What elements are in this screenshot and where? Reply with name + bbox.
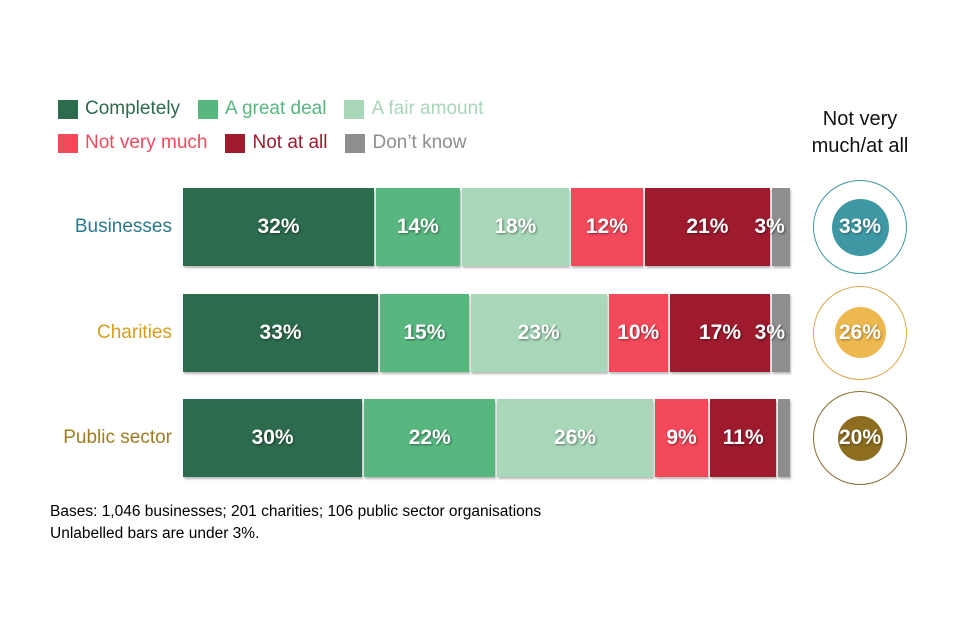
legend-item: Completely (58, 98, 180, 120)
bar-segment: 18% (461, 188, 570, 266)
bar-segment: 3% (755, 293, 790, 372)
legend-item: Not at all (225, 132, 327, 154)
legend-label: Completely (85, 98, 181, 119)
note-bases: Bases: 1,046 businesses; 201 charities; … (50, 503, 542, 520)
category-label: Charities (97, 321, 172, 343)
bar-segment: 33% (183, 293, 379, 372)
bar-segment-label: 9% (666, 426, 697, 449)
bar-segment-label: 11% (722, 426, 764, 449)
bar-segment: 30% (183, 399, 363, 477)
bar-segment: 3% (754, 188, 790, 266)
stacked-bar: 33% 15% 23% 10% 17% 3% (183, 293, 790, 372)
bar-segment: 15% (380, 293, 469, 372)
legend-label: Not very much (85, 132, 208, 153)
bar-segment-label: 15% (403, 320, 446, 344)
bar-segment-label: 14% (396, 215, 439, 238)
legend-item: Don’t know (345, 132, 466, 154)
bar-row: Businesses 32% 14% 18% 12% 21% 3% 33% (0, 180, 960, 274)
legend-item: A great deal (198, 98, 326, 120)
circle-value: 33% (831, 198, 889, 256)
bar-segment-label: 32% (257, 215, 300, 238)
bar-segment (778, 399, 790, 477)
bar-segment-label: 26% (554, 426, 597, 449)
legend-label: A fair amount (371, 98, 484, 119)
category-label: Public sector (63, 427, 172, 448)
circle-ring: 20% (813, 391, 907, 485)
bar-segment: 14% (376, 188, 460, 266)
circle-column-title: Not very much/at all (811, 108, 909, 157)
note-unlabelled: Unlabelled bars are under 3%. (50, 525, 260, 542)
circle-ring: 33% (813, 180, 907, 274)
legend-item: A fair amount (344, 98, 483, 120)
bar-segment-label: 30% (251, 426, 294, 449)
chart-notes: Bases: 1,046 businesses; 201 charities; … (50, 501, 541, 545)
circle-value: 26% (834, 307, 886, 358)
legend-label: Don’t know (372, 132, 467, 153)
bar-segment-label: 17% (699, 320, 742, 344)
legend-swatch-icon (344, 99, 365, 119)
bar-segment-label: 22% (408, 426, 451, 449)
bar-segment: 22% (364, 399, 496, 477)
legend: Completely A great deal A fair amount Not v… (58, 98, 548, 154)
circle-value: 20% (837, 415, 883, 461)
bar-segment: 23% (470, 293, 607, 372)
bar-segment-label: 18% (494, 215, 537, 238)
legend-swatch-icon (198, 99, 219, 119)
bar-row: Public sector 30% 22% 26% 9% 11% 20% (0, 391, 960, 485)
bar-segment: 11% (710, 399, 777, 477)
bar-segment-label: 23% (517, 320, 560, 344)
bar-segment: 26% (497, 399, 653, 477)
legend-label: Not at all (252, 132, 328, 153)
bar-segment-label: 33% (259, 320, 302, 344)
stacked-bar: 32% 14% 18% 12% 21% 3% (183, 188, 790, 266)
bar-segment-label: 10% (617, 320, 660, 344)
bar-segment: 12% (571, 188, 643, 266)
stacked-bar: 30% 22% 26% 9% 11% (183, 399, 790, 477)
bar-segment: 32% (183, 188, 375, 266)
bar-row: Charities 33% 15% 23% 10% 17% 3% 26% (0, 285, 960, 380)
legend-item: Not very much (58, 132, 207, 154)
legend-swatch-icon (58, 133, 78, 153)
legend-swatch-icon (345, 133, 366, 153)
bar-segment: 9% (654, 399, 709, 477)
circle-ring: 26% (813, 285, 907, 380)
legend-swatch-icon (58, 99, 78, 119)
bar-segment-label: 3% (754, 215, 785, 238)
legend-label: A great deal (225, 98, 327, 119)
bar-segment-label: 21% (686, 215, 729, 238)
bar-segment-label: 12% (585, 215, 628, 238)
legend-swatch-icon (225, 133, 246, 153)
bar-segment: 21% (644, 188, 771, 266)
bar-segment: 10% (608, 293, 668, 372)
category-label: Businesses (74, 216, 172, 237)
bar-segment: 17% (669, 293, 771, 372)
bar-segment-label: 3% (754, 320, 786, 344)
